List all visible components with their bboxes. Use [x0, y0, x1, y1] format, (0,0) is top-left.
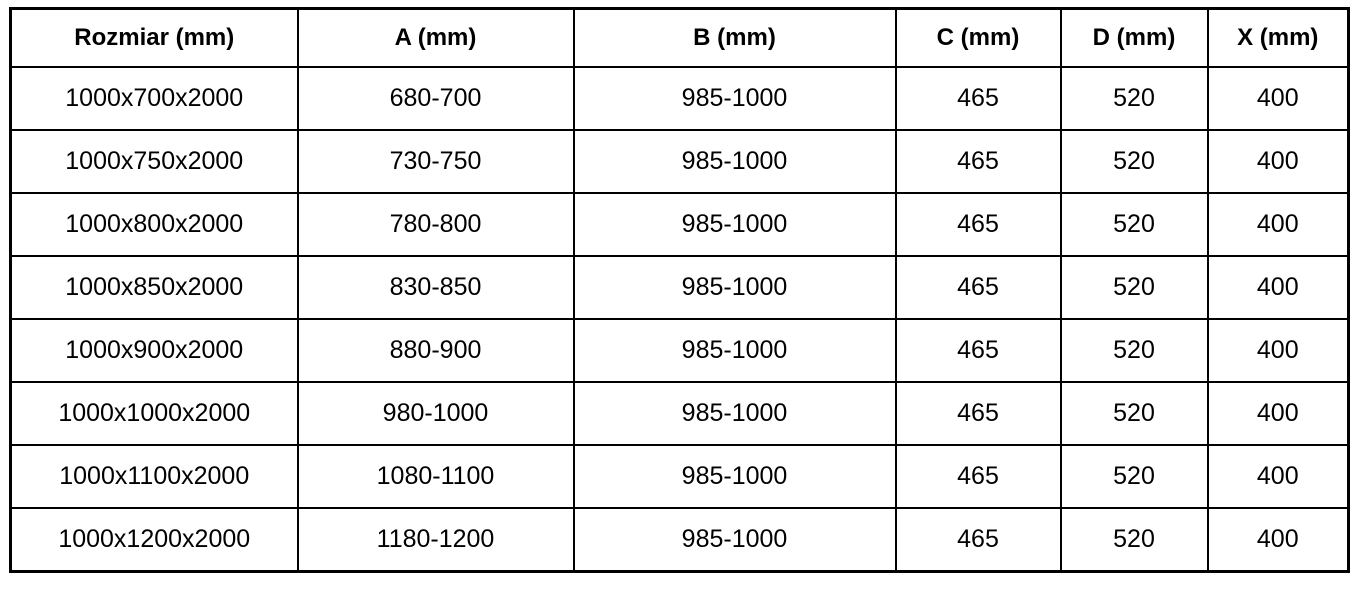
column-header-b: B (mm)	[572, 7, 897, 68]
table-cell: 520	[1059, 255, 1209, 320]
table-cell: 985-1000	[572, 66, 897, 131]
table-cell: 465	[894, 381, 1062, 446]
table-cell: 1000x900x2000	[9, 318, 299, 383]
table-cell: 400	[1206, 381, 1350, 446]
table-cell: 980-1000	[296, 381, 575, 446]
table-cell: 985-1000	[572, 381, 897, 446]
column-header-a: A (mm)	[296, 7, 575, 68]
table-cell: 465	[894, 318, 1062, 383]
table-cell: 465	[894, 444, 1062, 509]
table-cell: 830-850	[296, 255, 575, 320]
column-header-rozmiar: Rozmiar (mm)	[9, 7, 299, 68]
table-cell: 400	[1206, 507, 1350, 573]
table-row: 1000x800x2000 780-800 985-1000 465 520 400	[9, 192, 1350, 257]
table-cell: 400	[1206, 255, 1350, 320]
table-cell: 1000x700x2000	[9, 66, 299, 131]
table-cell: 400	[1206, 129, 1350, 194]
table-cell: 1080-1100	[296, 444, 575, 509]
table-row: 1000x900x2000 880-900 985-1000 465 520 400	[9, 318, 1350, 383]
table-row: 1000x1100x2000 1080-1100 985-1000 465 520 400	[9, 444, 1350, 509]
table-cell: 985-1000	[572, 507, 897, 573]
table-cell: 465	[894, 192, 1062, 257]
table-cell: 520	[1059, 507, 1209, 573]
table-cell: 1000x1100x2000	[9, 444, 299, 509]
table-row: 1000x1200x2000 1180-1200 985-1000 465 520 400	[9, 507, 1350, 573]
table-cell: 985-1000	[572, 444, 897, 509]
table-row: 1000x1000x2000 980-1000 985-1000 465 520 400	[9, 381, 1350, 446]
table-cell: 400	[1206, 444, 1350, 509]
table-cell: 985-1000	[572, 129, 897, 194]
table-cell: 780-800	[296, 192, 575, 257]
table-cell: 1180-1200	[296, 507, 575, 573]
table-cell: 985-1000	[572, 318, 897, 383]
table-cell: 400	[1206, 66, 1350, 131]
table-cell: 465	[894, 255, 1062, 320]
table-cell: 520	[1059, 444, 1209, 509]
table-cell: 880-900	[296, 318, 575, 383]
table-row: 1000x850x2000 830-850 985-1000 465 520 400	[9, 255, 1350, 320]
table-cell: 1000x850x2000	[9, 255, 299, 320]
table-cell: 985-1000	[572, 255, 897, 320]
column-header-c: C (mm)	[894, 7, 1062, 68]
table-cell: 1000x1000x2000	[9, 381, 299, 446]
column-header-d: D (mm)	[1059, 7, 1209, 68]
table-cell: 520	[1059, 318, 1209, 383]
table-cell: 1000x1200x2000	[9, 507, 299, 573]
table-cell: 465	[894, 507, 1062, 573]
table-cell: 1000x800x2000	[9, 192, 299, 257]
table-cell: 520	[1059, 192, 1209, 257]
table-row: 1000x700x2000 680-700 985-1000 465 520 400	[9, 66, 1350, 131]
header-row: Rozmiar (mm) A (mm) B (mm) C (mm) D (mm)…	[9, 7, 1350, 68]
table-cell: 985-1000	[572, 192, 897, 257]
table-row: 1000x750x2000 730-750 985-1000 465 520 400	[9, 129, 1350, 194]
table-cell: 730-750	[296, 129, 575, 194]
table-cell: 400	[1206, 192, 1350, 257]
table-cell: 680-700	[296, 66, 575, 131]
table-cell: 400	[1206, 318, 1350, 383]
table-cell: 520	[1059, 129, 1209, 194]
table-cell: 465	[894, 66, 1062, 131]
table-cell: 1000x750x2000	[9, 129, 299, 194]
column-header-x: X (mm)	[1206, 7, 1350, 68]
table-cell: 465	[894, 129, 1062, 194]
table-cell: 520	[1059, 66, 1209, 131]
table-cell: 520	[1059, 381, 1209, 446]
dimensions-table: Rozmiar (mm) A (mm) B (mm) C (mm) D (mm)…	[9, 7, 1350, 573]
